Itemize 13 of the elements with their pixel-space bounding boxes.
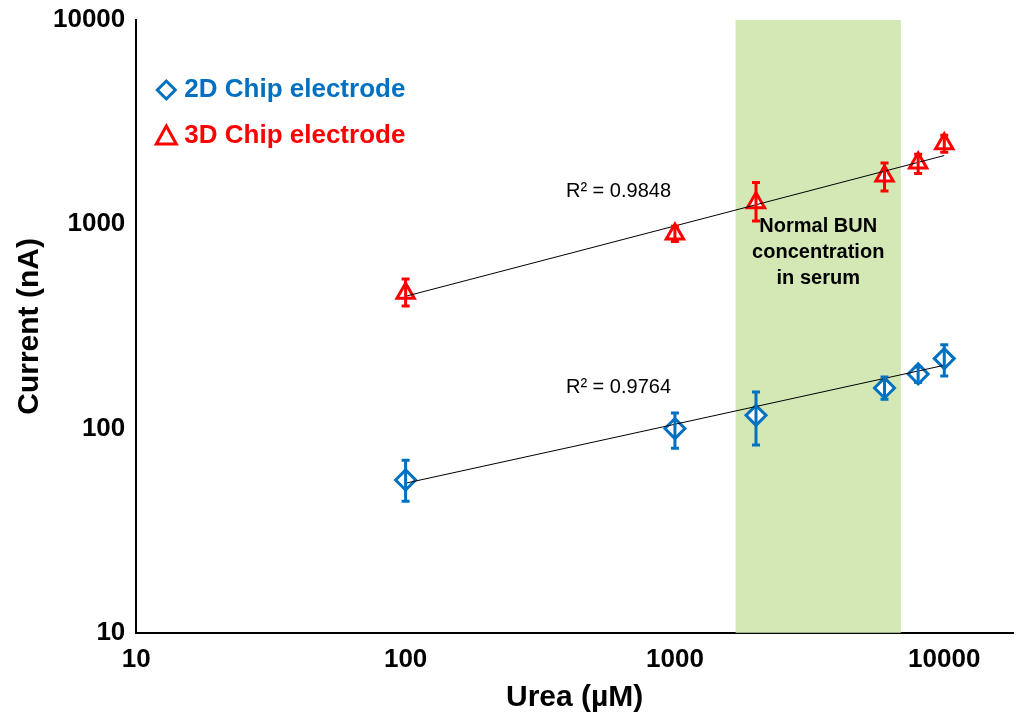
x-tick-label: 1000: [646, 642, 704, 673]
legend-label: 3D Chip electrode: [184, 119, 406, 150]
y-tick-label: 10000: [52, 3, 126, 34]
annotation: R² = 0.9848: [565, 179, 672, 202]
y-tick-label: 1000: [67, 207, 126, 238]
annotation: R² = 0.9764: [565, 375, 672, 398]
legend-label: 2D Chip electrode: [184, 73, 406, 104]
x-tick-label: 10000: [908, 642, 981, 673]
x-axis-title: Urea (µM): [505, 679, 644, 713]
band-label: Normal BUN concentration in serum: [752, 213, 885, 288]
y-axis-title: Current (nA): [11, 238, 45, 415]
x-tick-label: 100: [383, 642, 428, 673]
y-tick-label: 100: [81, 411, 126, 442]
